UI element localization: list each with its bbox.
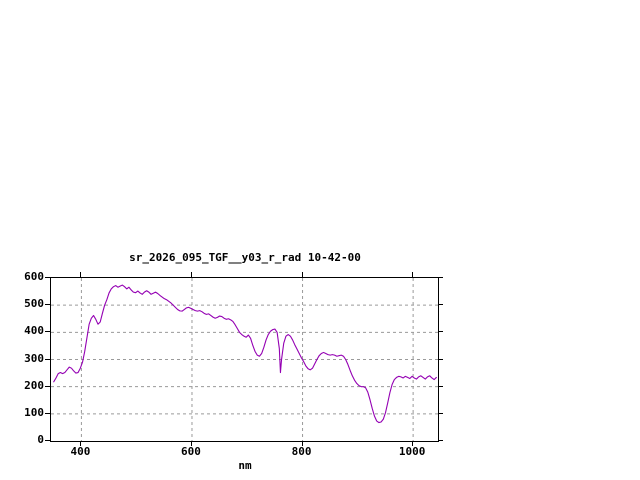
x-tick-mark-top: [302, 272, 303, 277]
x-tick-label: 800: [291, 445, 312, 458]
plot-svg: [51, 278, 438, 441]
y-tick-mark: [45, 304, 50, 305]
y-tick-label: 300: [24, 351, 44, 365]
y-tick-mark: [45, 413, 50, 414]
y-tick-label: 0: [37, 433, 44, 446]
x-tick-label: 1000: [398, 445, 426, 458]
x-tick-mark-top: [191, 272, 192, 277]
y-tick-mark: [45, 277, 50, 278]
y-tick-mark-right: [438, 440, 443, 441]
y-tick-label: 500: [24, 297, 44, 311]
y-tick-label: 100: [24, 405, 44, 419]
y-tick-mark: [45, 386, 50, 387]
x-tick-mark: [412, 441, 413, 446]
x-tick-mark-top: [412, 272, 413, 277]
y-tick-mark-right: [438, 331, 443, 332]
y-tick-label: 200: [24, 378, 44, 392]
gridlines-horizontal: [51, 304, 438, 415]
y-tick-label: 600: [24, 270, 44, 283]
y-tick-mark: [45, 440, 50, 441]
plot-area: [50, 277, 439, 442]
y-tick-mark: [45, 359, 50, 360]
y-tick-mark-right: [438, 413, 443, 414]
y-tick-mark-right: [438, 304, 443, 305]
y-tick-label: 400: [24, 324, 44, 338]
y-tick-mark-right: [438, 359, 443, 360]
data-series-line: [53, 284, 437, 424]
y-tick-mark-right: [438, 277, 443, 278]
x-tick-mark: [80, 441, 81, 446]
y-tick-mark: [45, 331, 50, 332]
x-tick-label: 400: [70, 445, 91, 458]
y-tick-mark-right: [438, 386, 443, 387]
x-axis-label: nm: [238, 459, 252, 472]
x-tick-label: 600: [181, 445, 201, 458]
x-tick-mark-top: [80, 272, 81, 277]
x-tick-mark: [302, 441, 303, 446]
chart-title: sr_2026_095_TGF__y03_r_rad 10-42-00: [129, 251, 361, 264]
x-tick-mark: [191, 441, 192, 446]
